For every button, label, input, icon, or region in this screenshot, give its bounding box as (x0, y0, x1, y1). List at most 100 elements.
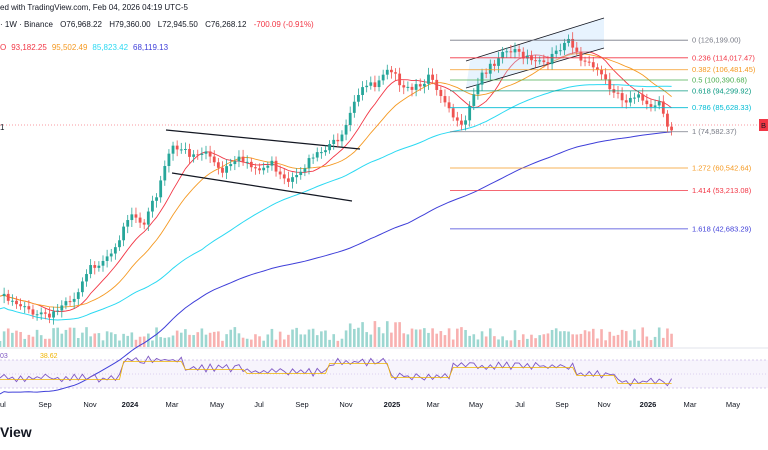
candle-body (89, 265, 93, 275)
candle-body (538, 60, 542, 62)
time-axis-tick: Mar (427, 400, 440, 409)
volume-bar (291, 329, 294, 347)
candle-body (546, 62, 550, 65)
volume-bar (571, 334, 574, 347)
volume-bar (649, 340, 653, 347)
candle-body (604, 74, 608, 80)
candle-body (670, 126, 673, 131)
candle-body (385, 69, 389, 75)
volume-bar (480, 331, 484, 347)
volume-bar (410, 328, 414, 347)
fib-level-label: 1.272 (60,542.64) (692, 164, 752, 173)
candle-body (480, 72, 484, 85)
volume-bar (629, 340, 632, 347)
candle-body (64, 301, 68, 306)
trend-channels (165, 17, 605, 202)
candle-body (340, 134, 344, 142)
candle-body (101, 260, 105, 266)
volume-bar (542, 334, 546, 347)
volume-bar (550, 329, 554, 347)
volume-bar (443, 335, 447, 347)
volume-bar (274, 339, 278, 347)
volume-bar (31, 336, 35, 347)
candle-body (653, 105, 657, 107)
volume-bar (328, 339, 331, 347)
volume-bar (439, 331, 443, 347)
volume-bar (344, 330, 348, 347)
candle-body (233, 161, 237, 165)
volume-bar (435, 333, 439, 347)
volume-bar (200, 328, 204, 347)
volume-bar (11, 332, 14, 347)
volume-bar (2, 331, 6, 347)
candle-body (60, 305, 64, 311)
time-axis-tick: 2026 (640, 400, 657, 409)
candle-body (554, 50, 558, 54)
candle-body (394, 72, 397, 74)
candle-body (319, 152, 323, 154)
volume-bar (204, 334, 208, 347)
volume-bar (72, 327, 76, 347)
volume-bar (307, 329, 311, 347)
volume-bar (641, 327, 645, 347)
volume-bar (0, 341, 2, 347)
candle-body (332, 139, 336, 145)
volume-bar (101, 340, 105, 347)
volume-bar (159, 337, 162, 347)
time-axis-tick: May (210, 400, 224, 409)
candle-body (52, 311, 55, 318)
volume-bar (451, 339, 455, 347)
candle-body (221, 167, 224, 173)
candle-body (196, 154, 200, 156)
candle-body (105, 256, 109, 261)
candle-body (649, 104, 653, 107)
candle-body (451, 108, 455, 118)
candle-body (163, 166, 167, 181)
candle-body (324, 150, 327, 153)
volume-bar (472, 334, 476, 347)
volume-bar (431, 328, 434, 347)
candles (2, 32, 673, 325)
volume-bar (633, 329, 636, 347)
volume-bar (402, 333, 406, 347)
volume-bar (670, 333, 673, 347)
rsi-line (0, 355, 672, 387)
volume-bar (85, 327, 88, 347)
candle-body (468, 105, 472, 121)
candle-body (175, 145, 179, 150)
candle-body (534, 60, 537, 62)
candle-body (476, 84, 480, 95)
volume-bar (332, 334, 336, 347)
candle-body (113, 247, 117, 254)
volume-bar (637, 340, 640, 347)
candle-body (188, 148, 191, 157)
candle-body (509, 51, 513, 53)
candle-body (295, 175, 299, 178)
volume-bar (546, 333, 550, 347)
candle-body (427, 74, 430, 84)
volume-bar (97, 333, 101, 347)
candle-body (447, 102, 451, 109)
moving-averages (0, 51, 672, 395)
volume-bar (464, 329, 467, 347)
candle-body (624, 100, 628, 103)
volume-bar (657, 327, 661, 347)
volume-bar (373, 321, 377, 347)
candle-body (122, 226, 125, 241)
volume-bar (262, 340, 265, 347)
ma-value: O (0, 43, 7, 52)
volume-bar (509, 340, 513, 347)
candle-body (155, 197, 158, 201)
candle-body (167, 153, 171, 167)
volume-bar (93, 333, 97, 347)
candle-body (620, 93, 624, 101)
volume-bar (60, 333, 64, 347)
candle-body (291, 177, 294, 182)
time-axis-tick: Jul (254, 400, 264, 409)
volume-bar (587, 331, 591, 347)
candle-body (19, 304, 22, 307)
fib-level-label: 0 (126,199.00) (692, 36, 741, 45)
volume-bar (521, 334, 525, 347)
volume-bar (513, 330, 517, 347)
